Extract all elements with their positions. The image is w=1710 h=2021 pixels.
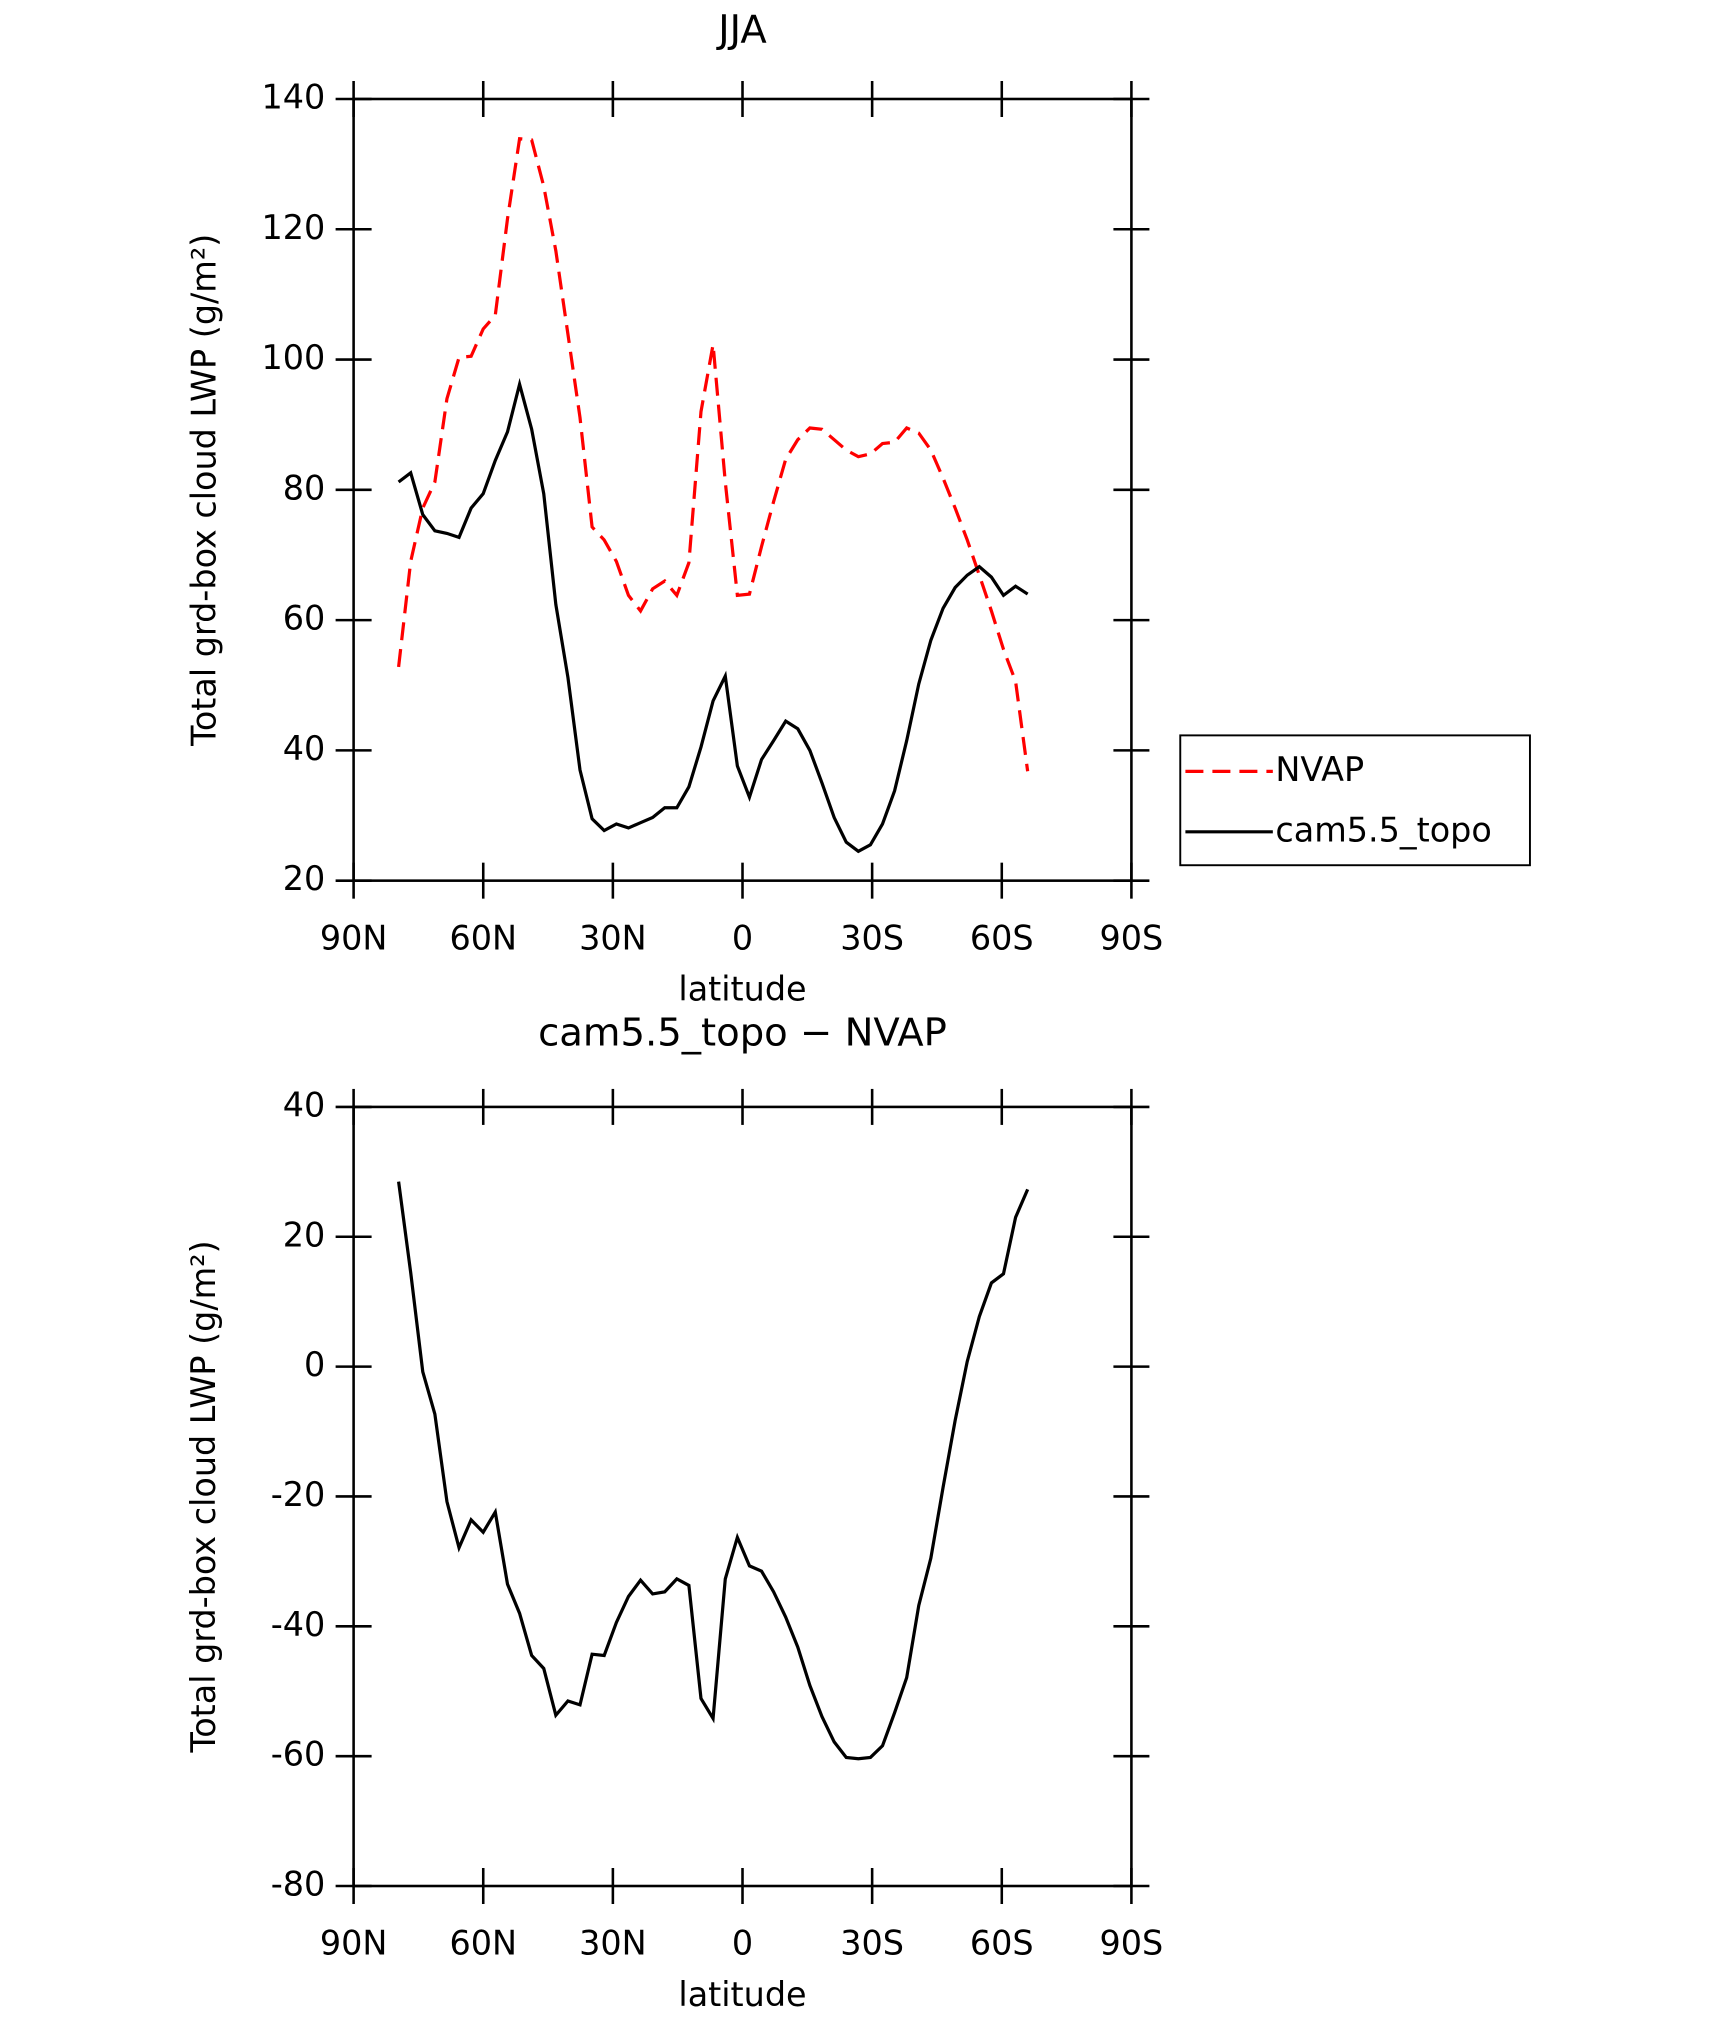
x-tick-label: 90N bbox=[320, 918, 388, 957]
y-tick-label: -80 bbox=[271, 1865, 326, 1904]
x-tick-label: 60S bbox=[970, 918, 1034, 957]
x-tick-label: 60N bbox=[449, 918, 517, 957]
legend-box bbox=[1179, 734, 1531, 867]
y-tick-label: 80 bbox=[283, 468, 326, 507]
x-tick-label: 90S bbox=[1100, 1924, 1164, 1963]
data-line bbox=[397, 136, 1030, 772]
y-tick-label: 20 bbox=[283, 1215, 326, 1254]
y-axis-label: Total grd-box cloud LWP (g/m²) bbox=[184, 1240, 223, 1753]
x-tick-label: 90S bbox=[1100, 918, 1164, 957]
x-axis-label: latitude bbox=[678, 1975, 806, 2014]
x-tick-label: 0 bbox=[732, 1924, 753, 1963]
x-tick-label: 30N bbox=[579, 918, 647, 957]
chart-title: cam5.5_topo − NVAP bbox=[538, 1010, 947, 1055]
x-tick-label: 60N bbox=[449, 1924, 517, 1963]
x-tick-label: 30N bbox=[579, 1924, 647, 1963]
legend: NVAP cam5.5_topo bbox=[1179, 734, 1531, 867]
y-tick-label: 40 bbox=[283, 729, 326, 768]
y-tick-label: -20 bbox=[271, 1475, 326, 1514]
data-line bbox=[397, 1181, 1030, 1761]
plot-frame bbox=[352, 97, 1133, 882]
x-axis-label: latitude bbox=[678, 970, 806, 1009]
y-tick-label: 40 bbox=[283, 1085, 326, 1124]
x-tick-label: 90N bbox=[320, 1924, 388, 1963]
chart-title: JJA bbox=[716, 8, 767, 53]
y-axis-label: Total grd-box cloud LWP (g/m²) bbox=[184, 234, 223, 747]
y-tick-label: -40 bbox=[271, 1605, 326, 1644]
legend-label: cam5.5_topo bbox=[1275, 810, 1491, 849]
x-tick-label: 30S bbox=[840, 918, 904, 957]
y-tick-label: 0 bbox=[304, 1345, 325, 1384]
y-tick-label: -60 bbox=[271, 1735, 326, 1774]
y-tick-label: 120 bbox=[262, 208, 326, 247]
y-tick-label: 60 bbox=[283, 599, 326, 638]
data-line bbox=[397, 377, 1029, 854]
y-tick-label: 140 bbox=[262, 77, 326, 116]
y-tick-label: 100 bbox=[262, 338, 326, 377]
x-tick-label: 0 bbox=[732, 918, 753, 957]
y-tick-label: 20 bbox=[283, 859, 326, 898]
legend-label: NVAP bbox=[1275, 750, 1364, 789]
x-tick-label: 60S bbox=[970, 1924, 1034, 1963]
x-tick-label: 30S bbox=[840, 1924, 904, 1963]
